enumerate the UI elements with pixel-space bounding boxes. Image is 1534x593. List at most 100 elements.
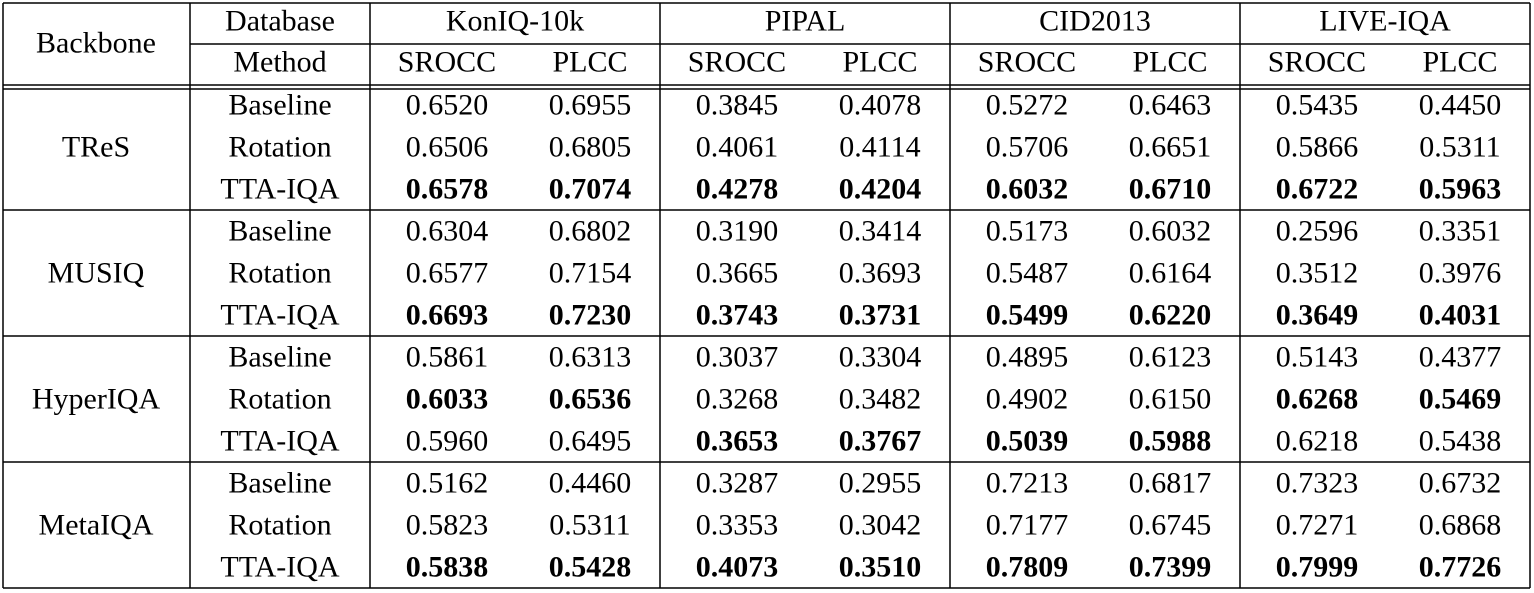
score-cell: 0.3649 <box>1276 299 1359 332</box>
method-name: Rotation <box>228 257 331 290</box>
score-cell: 0.2596 <box>1276 215 1359 248</box>
score-cell: 0.5311 <box>549 509 630 542</box>
score-cell: 0.3693 <box>839 257 922 290</box>
score-cell: 0.7323 <box>1276 467 1359 500</box>
score-cell: 0.7154 <box>549 257 632 290</box>
score-cell: 0.3512 <box>1276 257 1359 290</box>
score-cell: 0.6164 <box>1129 257 1212 290</box>
score-cell: 0.5706 <box>986 131 1069 164</box>
score-cell: 0.4895 <box>986 341 1069 374</box>
metric-name: SROCC <box>398 46 496 79</box>
score-cell: 0.7271 <box>1276 509 1359 542</box>
score-cell: 0.3287 <box>696 467 779 500</box>
metric-name: SROCC <box>688 46 786 79</box>
score-cell: 0.6868 <box>1419 509 1502 542</box>
score-cell: 0.7399 <box>1129 551 1212 584</box>
backbone-name: TReS <box>62 131 130 164</box>
score-cell: 0.5272 <box>986 89 1069 122</box>
score-cell: 0.3190 <box>696 215 779 248</box>
score-cell: 0.7726 <box>1419 551 1502 584</box>
score-cell: 0.3731 <box>839 299 922 332</box>
score-cell: 0.6651 <box>1129 131 1212 164</box>
score-cell: 0.5487 <box>986 257 1069 290</box>
score-cell: 0.4114 <box>839 131 920 164</box>
backbone-name: MUSIQ <box>48 257 145 290</box>
score-cell: 0.3351 <box>1419 215 1502 248</box>
score-cell: 0.6693 <box>406 299 489 332</box>
metric-name: SROCC <box>978 46 1076 79</box>
score-cell: 0.3665 <box>696 257 779 290</box>
score-cell: 0.3653 <box>696 425 779 458</box>
metric-name: PLCC <box>1132 46 1207 79</box>
score-cell: 0.6150 <box>1129 383 1212 416</box>
score-cell: 0.6722 <box>1276 173 1359 206</box>
score-cell: 0.4078 <box>839 89 922 122</box>
method-name: TTA-IQA <box>220 173 340 206</box>
method-name: Baseline <box>228 341 331 374</box>
score-cell: 0.6802 <box>549 215 632 248</box>
database-name: CID2013 <box>1039 5 1151 38</box>
score-cell: 0.3767 <box>839 425 922 458</box>
score-cell: 0.6805 <box>549 131 632 164</box>
score-cell: 0.5143 <box>1276 341 1359 374</box>
database-name: LIVE-IQA <box>1319 5 1451 38</box>
score-cell: 0.5861 <box>406 341 489 374</box>
score-cell: 0.4061 <box>696 131 779 164</box>
score-cell: 0.6032 <box>986 173 1069 206</box>
score-cell: 0.6032 <box>1129 215 1212 248</box>
score-cell: 0.3845 <box>696 89 779 122</box>
score-cell: 0.5960 <box>406 425 489 458</box>
database-header: Database <box>225 5 335 38</box>
method-name: TTA-IQA <box>220 425 340 458</box>
score-cell: 0.6268 <box>1276 383 1359 416</box>
method-name: Rotation <box>228 383 331 416</box>
score-cell: 0.6578 <box>406 173 489 206</box>
database-name: PIPAL <box>765 5 846 38</box>
method-name: Rotation <box>228 509 331 542</box>
score-cell: 0.7074 <box>549 173 632 206</box>
score-cell: 0.7230 <box>549 299 632 332</box>
score-cell: 0.6304 <box>406 215 489 248</box>
score-cell: 0.6710 <box>1129 173 1212 206</box>
score-cell: 0.5823 <box>406 509 489 542</box>
score-cell: 0.6463 <box>1129 89 1212 122</box>
score-cell: 0.5311 <box>1419 131 1500 164</box>
score-cell: 0.6536 <box>549 383 632 416</box>
backbone-name: MetaIQA <box>39 509 154 542</box>
score-cell: 0.4460 <box>549 467 632 500</box>
score-cell: 0.3353 <box>696 509 779 542</box>
score-cell: 0.5838 <box>406 551 489 584</box>
score-cell: 0.5428 <box>549 551 632 584</box>
score-cell: 0.6506 <box>406 131 489 164</box>
score-cell: 0.5963 <box>1419 173 1502 206</box>
score-cell: 0.2955 <box>839 467 922 500</box>
score-cell: 0.3268 <box>696 383 779 416</box>
score-cell: 0.6495 <box>549 425 632 458</box>
score-cell: 0.4278 <box>696 173 779 206</box>
method-name: Baseline <box>228 467 331 500</box>
method-name: Baseline <box>228 89 331 122</box>
metric-name: PLCC <box>842 46 917 79</box>
score-cell: 0.6033 <box>406 383 489 416</box>
score-cell: 0.5499 <box>986 299 1069 332</box>
score-cell: 0.6745 <box>1129 509 1212 542</box>
method-name: Rotation <box>228 131 331 164</box>
score-cell: 0.4031 <box>1419 299 1502 332</box>
score-cell: 0.6313 <box>549 341 632 374</box>
score-cell: 0.7177 <box>986 509 1069 542</box>
score-cell: 0.5438 <box>1419 425 1502 458</box>
score-cell: 0.4377 <box>1419 341 1502 374</box>
score-cell: 0.3414 <box>839 215 922 248</box>
score-cell: 0.6220 <box>1129 299 1212 332</box>
score-cell: 0.6817 <box>1129 467 1212 500</box>
score-cell: 0.6520 <box>406 89 489 122</box>
metric-name: SROCC <box>1268 46 1366 79</box>
method-name: TTA-IQA <box>220 551 340 584</box>
score-cell: 0.5469 <box>1419 383 1502 416</box>
score-cell: 0.4450 <box>1419 89 1502 122</box>
database-name: KonIQ-10k <box>446 5 584 38</box>
score-cell: 0.3510 <box>839 551 922 584</box>
score-cell: 0.5039 <box>986 425 1069 458</box>
